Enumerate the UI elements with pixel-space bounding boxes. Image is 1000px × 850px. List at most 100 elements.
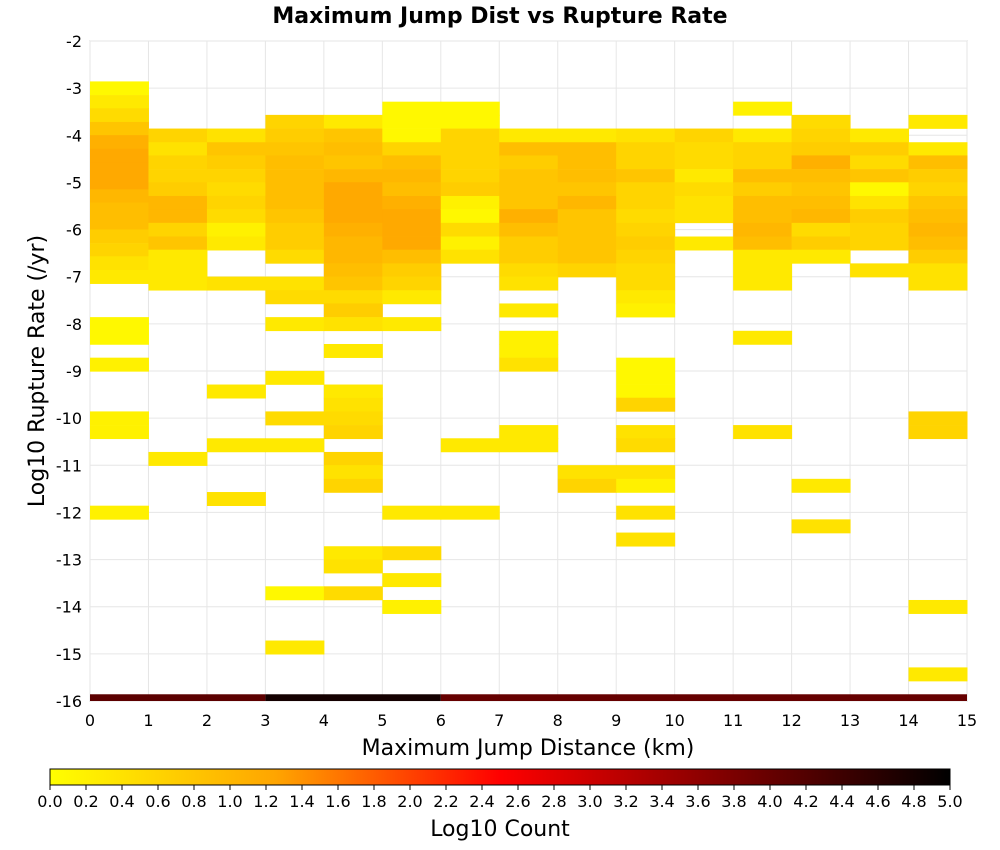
heatmap-cell (90, 229, 149, 244)
heatmap-cell (674, 236, 734, 251)
heatmap-cell (440, 195, 500, 210)
x-tick-label: 4 (319, 711, 329, 730)
heatmap-cell (382, 195, 442, 210)
heatmap-cell (557, 263, 617, 278)
heatmap-cell (265, 290, 325, 305)
heatmap-cell (616, 303, 676, 318)
heatmap-cell (499, 155, 559, 170)
heatmap-cell (850, 195, 910, 210)
heatmap-cell (382, 599, 442, 614)
x-tick-label: 13 (840, 711, 860, 730)
heatmap-cell (616, 478, 676, 493)
heatmap-cell (148, 128, 208, 143)
heatmap-cell (323, 169, 383, 184)
heatmap-cell (791, 478, 851, 493)
chart-title: Maximum Jump Dist vs Rupture Rate (272, 4, 727, 29)
heatmap-cell (382, 573, 442, 588)
y-tick-label: -16 (56, 692, 82, 711)
colorbar-tick-label: 0.6 (145, 792, 170, 811)
colorbar-tick-label: 3.0 (577, 792, 602, 811)
heatmap-cell (440, 505, 500, 520)
heatmap-cell (265, 586, 325, 601)
y-tick-label: -8 (66, 315, 82, 334)
colorbar-tick-label: 0.4 (109, 792, 134, 811)
heatmap-cell (733, 142, 793, 157)
heatmap-cell (908, 222, 968, 237)
heatmap-cell (90, 411, 149, 426)
heatmap-cell (382, 249, 442, 264)
heatmap-cell (499, 236, 559, 251)
heatmap-cell (733, 263, 793, 278)
colorbar-tick-label: 2.8 (541, 792, 566, 811)
heatmap-cell (382, 128, 442, 143)
x-tick-label: 6 (436, 711, 446, 730)
heatmap-cell (674, 195, 734, 210)
heatmap-cell (557, 155, 617, 170)
heatmap-cell (499, 249, 559, 264)
heatmap-cell (148, 169, 208, 184)
heatmap-cell (265, 276, 325, 291)
heatmap-cell (499, 209, 559, 224)
heatmap-cell (265, 370, 325, 385)
heatmap-cell (733, 169, 793, 184)
heatmap-cell (499, 438, 559, 453)
heatmap-cell (148, 155, 208, 170)
heatmap-cell (733, 195, 793, 210)
heatmap-cell (382, 155, 442, 170)
heatmap-cell (323, 195, 383, 210)
heatmap-cell (791, 169, 851, 184)
x-tick-label: 7 (494, 711, 504, 730)
colorbar-tick-label: 1.4 (289, 792, 314, 811)
heatmap-cell (148, 209, 208, 224)
heatmap-cell (674, 128, 734, 143)
heatmap-cell (90, 317, 149, 332)
heatmap-cell (206, 155, 266, 170)
heatmap-cell (323, 478, 383, 493)
heatmap-cell (557, 195, 617, 210)
heatmap-cell (616, 425, 676, 440)
heatmap-cell (791, 114, 851, 129)
y-tick-label: -4 (66, 126, 82, 145)
heatmap-cell (733, 425, 793, 440)
heatmap-cell (382, 114, 442, 129)
x-tick-label: 11 (723, 711, 743, 730)
heatmap-bottom-cell (265, 694, 441, 701)
heatmap-cell (148, 276, 208, 291)
colorbar-tick-label: 4.0 (757, 792, 782, 811)
heatmap-cell (90, 135, 149, 150)
heatmap-cell (850, 142, 910, 157)
y-tick-label: -13 (56, 551, 82, 570)
heatmap-cell (382, 222, 442, 237)
heatmap-cell (440, 236, 500, 251)
heatmap-cell (499, 425, 559, 440)
heatmap-cell (440, 114, 500, 129)
y-tick-label: -14 (56, 598, 82, 617)
heatmap-cell (382, 142, 442, 157)
heatmap-cell (382, 546, 442, 561)
colorbar-tick-label: 3.8 (721, 792, 746, 811)
heatmap-cell (733, 236, 793, 251)
heatmap-cell (206, 276, 266, 291)
heatmap-cell (557, 465, 617, 480)
heatmap-cell (440, 209, 500, 224)
heatmap-cell (90, 121, 149, 136)
heatmap-cell (323, 263, 383, 278)
heatmap-cell (908, 142, 968, 157)
heatmap-cell (440, 155, 500, 170)
y-axis-ticks: -2 -3 -4 -5 -6 -7 -8 -9 -10 -11 -12 -13 -14 -15 -16 (56, 32, 82, 711)
heatmap-cell (90, 425, 149, 440)
x-axis-ticks: 0 1 2 3 4 5 6 7 8 9 10 11 12 13 14 15 (85, 711, 977, 730)
heatmap-cell (616, 155, 676, 170)
heatmap-cell (265, 249, 325, 264)
heatmap-cell (382, 236, 442, 251)
heatmap-cell (90, 108, 149, 123)
heatmap-cell (733, 330, 793, 345)
x-tick-label: 3 (260, 711, 270, 730)
heatmap-cell (440, 128, 500, 143)
heatmap-cell (616, 195, 676, 210)
heatmap-cell (850, 222, 910, 237)
heatmap-cell (791, 195, 851, 210)
heatmap-cell (440, 222, 500, 237)
x-tick-label: 1 (143, 711, 153, 730)
heatmap-cell (265, 142, 325, 157)
